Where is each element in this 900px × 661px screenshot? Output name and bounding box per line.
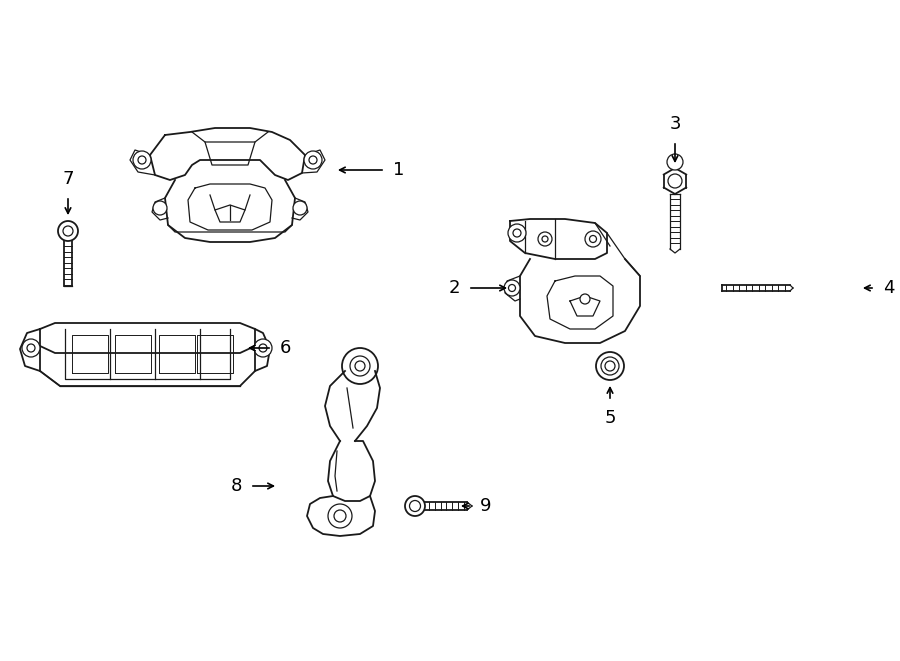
Circle shape [254,339,272,357]
Circle shape [22,339,40,357]
Circle shape [667,154,683,170]
Circle shape [63,226,73,236]
Circle shape [538,232,552,246]
Circle shape [605,361,615,371]
Text: 7: 7 [62,170,74,188]
Circle shape [153,201,167,215]
Text: 2: 2 [448,279,460,297]
Circle shape [508,224,526,242]
Circle shape [542,236,548,242]
Circle shape [596,352,624,380]
Circle shape [668,174,682,188]
Circle shape [328,504,352,528]
Circle shape [508,284,516,292]
Circle shape [405,496,425,516]
Circle shape [585,231,601,247]
Circle shape [138,156,146,164]
Circle shape [27,344,35,352]
Circle shape [342,348,378,384]
Text: 9: 9 [480,497,491,515]
Text: 6: 6 [280,339,292,357]
Circle shape [601,357,619,375]
Circle shape [590,235,597,243]
Text: 5: 5 [604,409,616,427]
Text: 3: 3 [670,115,680,133]
Text: 1: 1 [393,161,404,179]
Circle shape [513,229,521,237]
Circle shape [410,500,420,512]
Circle shape [309,156,317,164]
Circle shape [58,221,78,241]
Text: 4: 4 [883,279,895,297]
Circle shape [580,294,590,304]
Circle shape [304,151,322,169]
Circle shape [334,510,346,522]
Circle shape [350,356,370,376]
Circle shape [504,280,520,296]
Circle shape [259,344,267,352]
Text: 8: 8 [230,477,242,495]
Circle shape [133,151,151,169]
Circle shape [355,361,365,371]
Circle shape [293,201,307,215]
